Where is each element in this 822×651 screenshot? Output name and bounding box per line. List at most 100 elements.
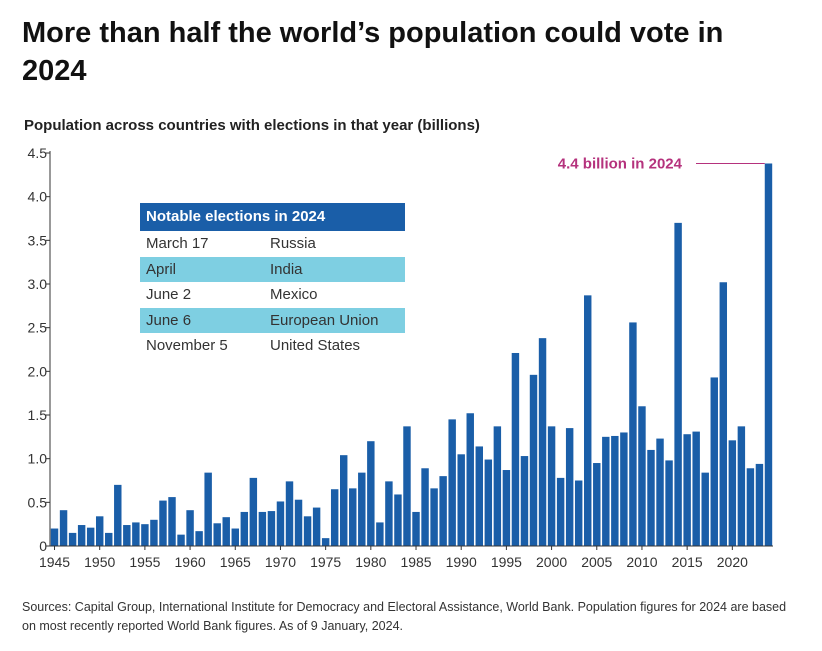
x-tick-label: 1945	[39, 554, 70, 570]
bar-1993	[484, 459, 493, 546]
bar-1976	[330, 489, 339, 546]
bar-2004	[584, 295, 592, 546]
bar-1988	[439, 476, 447, 546]
y-tick-label: 0.5	[28, 494, 48, 510]
bar-1945	[50, 528, 59, 546]
election-row: November 5 United States	[140, 333, 405, 359]
bar-2010	[638, 406, 646, 546]
bar-2021	[737, 426, 746, 546]
x-tick-label: 2000	[536, 554, 567, 570]
y-tick-label: 3.5	[28, 232, 48, 248]
election-country: United States	[270, 337, 361, 355]
bar-1949	[86, 527, 95, 546]
bar-2012	[656, 438, 664, 546]
bar-1991	[466, 413, 474, 546]
bar-1987	[430, 488, 438, 546]
bar-1948	[77, 525, 86, 546]
bar-1975	[321, 538, 330, 546]
annotation-label: 4.4 billion in 2024	[558, 155, 683, 172]
bar-2011	[647, 449, 655, 546]
bar-1953	[123, 525, 131, 546]
bar-1986	[421, 468, 429, 546]
bar-2023	[755, 463, 764, 546]
election-date: November 5	[146, 337, 228, 355]
y-tick-label: 1.0	[28, 451, 48, 467]
bar-1951	[105, 532, 113, 546]
bar-1970	[276, 501, 285, 546]
x-tick-label: 1990	[446, 554, 477, 570]
x-tick-label: 2005	[581, 554, 612, 570]
bar-2005	[593, 463, 601, 546]
bar-1969	[267, 511, 276, 546]
bar-2016	[692, 431, 700, 546]
bar-1979	[358, 472, 366, 546]
bar-1974	[312, 507, 321, 546]
bar-1996	[511, 352, 520, 546]
y-tick-label: 3.0	[28, 276, 48, 292]
bar-1994	[493, 426, 502, 546]
x-tick-label: 1950	[84, 554, 115, 570]
x-tick-label: 1975	[310, 554, 341, 570]
bar-2006	[602, 436, 610, 546]
bar-1985	[412, 511, 420, 546]
bar-1950	[95, 516, 104, 546]
bar-1977	[340, 455, 348, 546]
x-tick-label: 2010	[626, 554, 657, 570]
y-tick-label: 4.5	[28, 145, 48, 161]
bar-1982	[385, 481, 393, 546]
election-row: June 6 European Union	[140, 307, 405, 334]
bar-2014	[674, 222, 682, 546]
bar-1952	[114, 484, 122, 546]
bar-1978	[349, 488, 357, 546]
bar-1990	[457, 454, 465, 546]
bar-1955	[141, 524, 149, 546]
bar-1954	[132, 522, 140, 546]
x-tick-label: 1985	[400, 554, 431, 570]
election-date: June 6	[146, 311, 192, 329]
bar-2018	[710, 377, 718, 546]
bar-1957	[159, 500, 167, 546]
bar-1972	[294, 499, 303, 546]
bar-2020	[728, 440, 737, 546]
bar-1959	[177, 534, 185, 546]
bar-1956	[150, 519, 158, 546]
sources-note: Sources: Capital Group, International In…	[22, 600, 787, 633]
bars-group	[50, 163, 773, 547]
y-tick-label: 0	[39, 538, 47, 554]
chart-subtitle: Population across countries with electio…	[24, 117, 480, 134]
bar-1995	[502, 470, 511, 546]
axes-group: 0 0.5 1.0 1.5 2.0 2.5 3.0 3.5 4.0 4.5 1945 1950 1955…	[28, 145, 773, 570]
bar-1965	[231, 528, 239, 546]
bar-chart: 0 0.5 1.0 1.5 2.0 2.5 3.0 3.5 4.0 4.5 1945 1950 1955…	[28, 145, 773, 570]
bar-1997	[520, 456, 529, 546]
bar-2024	[764, 163, 773, 547]
y-tick-label: 1.5	[28, 407, 48, 423]
bar-1981	[376, 522, 384, 546]
bar-1989	[448, 419, 456, 546]
bar-1962	[204, 472, 212, 546]
election-country: Mexico	[270, 286, 318, 304]
bar-2000	[547, 426, 556, 546]
bar-1947	[68, 532, 77, 546]
bar-2008	[620, 432, 628, 546]
y-tick-label: 2.5	[28, 320, 48, 336]
bar-2007	[611, 435, 619, 546]
bar-2015	[683, 434, 691, 546]
bar-2001	[556, 477, 565, 546]
bar-2002	[565, 428, 574, 546]
notable-elections-heading: Notable elections in 2024	[140, 203, 405, 231]
bar-1966	[240, 511, 249, 546]
election-row: June 2 Mexico	[140, 282, 405, 308]
bar-1967	[249, 477, 258, 546]
bar-1963	[213, 523, 221, 546]
bar-1992	[475, 446, 483, 546]
y-tick-label: 2.0	[28, 363, 48, 379]
x-tick-label: 2015	[672, 554, 703, 570]
chart-title: More than half the world’s population co…	[22, 17, 724, 87]
notable-elections-table: Notable elections in 2024 March 17 Russi…	[140, 203, 405, 359]
bar-1983	[394, 494, 402, 546]
election-row: March 17 Russia	[140, 231, 405, 257]
election-country: India	[270, 260, 303, 278]
election-date: March 17	[146, 235, 209, 252]
bar-1964	[222, 517, 230, 546]
